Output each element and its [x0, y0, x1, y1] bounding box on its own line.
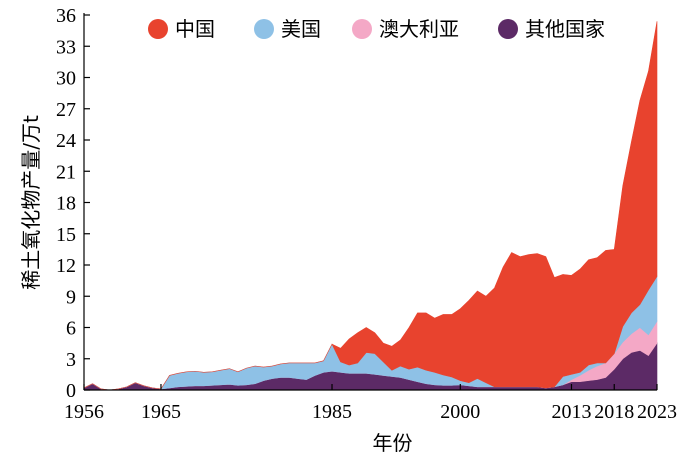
- area-series-group: [83, 21, 658, 391]
- legend-label-2: 澳大利亚: [379, 17, 459, 41]
- x-tick-label-1956: 1956: [64, 401, 104, 423]
- x-tick-group: 1956 1965 1985 2000 2013 2018 2023: [64, 384, 677, 423]
- y-tick-label-24: 24: [56, 130, 76, 152]
- x-tick-label-2023: 2023: [637, 401, 677, 423]
- legend-swatch-0: [148, 19, 168, 39]
- y-tick-label-21: 21: [56, 161, 76, 183]
- x-tick-label-2013: 2013: [551, 401, 591, 423]
- y-tick-label-27: 27: [56, 99, 76, 121]
- x-tick-label-2000: 2000: [440, 401, 480, 423]
- y-tick-label-9: 9: [66, 286, 76, 308]
- legend-label-3: 其他国家: [525, 17, 605, 41]
- y-tick-label-0: 0: [66, 380, 76, 402]
- y-tick-label-12: 12: [56, 255, 76, 277]
- y-tick-label-33: 33: [56, 36, 76, 58]
- x-axis-title: 年份: [373, 431, 413, 455]
- y-tick-label-15: 15: [56, 224, 76, 246]
- legend-swatch-1: [254, 19, 274, 39]
- y-tick-label-30: 30: [56, 68, 76, 90]
- x-tick-label-2018: 2018: [594, 401, 634, 423]
- y-tick-label-18: 18: [56, 193, 76, 215]
- y-tick-label-3: 3: [66, 349, 76, 371]
- x-tick-label-1965: 1965: [141, 401, 181, 423]
- area-series-3: [83, 21, 658, 391]
- legend: 中国 美国 澳大利亚 其他国家: [148, 17, 605, 41]
- legend-swatch-2: [352, 19, 372, 39]
- legend-swatch-3: [498, 19, 518, 39]
- y-axis-title: 稀土氧化物产量/万t: [19, 115, 43, 290]
- legend-label-0: 中国: [175, 17, 215, 41]
- y-tick-label-36: 36: [56, 5, 76, 27]
- x-tick-label-1985: 1985: [312, 401, 352, 423]
- y-tick-label-6: 6: [66, 318, 76, 340]
- legend-label-1: 美国: [281, 17, 321, 41]
